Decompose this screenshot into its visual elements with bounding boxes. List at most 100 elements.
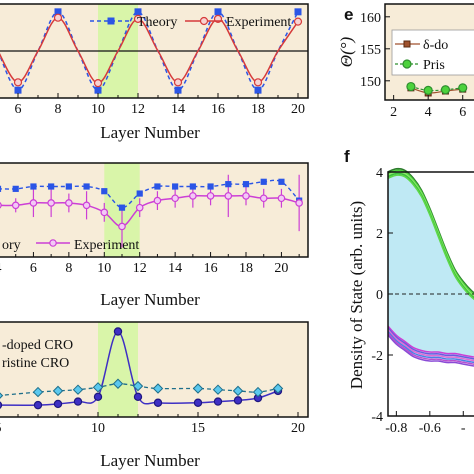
- experiment-point: [82, 201, 91, 210]
- y-tick-label: 0: [376, 288, 383, 303]
- x-tick-label: 10: [91, 102, 105, 117]
- x-tick-label: 6: [459, 105, 466, 120]
- theory-point: [0, 185, 2, 192]
- x-tick-label: 18: [239, 261, 253, 276]
- lower-dos-curve: [387, 332, 474, 365]
- legend-doped-label: -doped CRO: [2, 338, 73, 353]
- x-tick-label: 12: [131, 102, 145, 117]
- theory-point: [154, 183, 161, 190]
- x-tick-label: 6: [15, 102, 22, 117]
- y-tick-label: 160: [360, 11, 381, 26]
- doped-point: [233, 396, 243, 405]
- y-tick-label: 155: [360, 43, 381, 58]
- experiment-line: [0, 16, 299, 84]
- theory-point: [242, 181, 250, 188]
- pristine-point: [152, 383, 164, 394]
- x-tick-label: 8: [65, 261, 72, 276]
- theory-point: [48, 183, 55, 190]
- theory-point: [14, 86, 22, 94]
- plot-frame: [0, 3, 309, 99]
- dos-area: [388, 171, 474, 362]
- doped-point: [213, 397, 223, 406]
- experiment-point: [189, 192, 197, 200]
- doped-point: [33, 400, 43, 410]
- x-tick-label: 20: [274, 261, 288, 276]
- doped-point: [53, 399, 63, 409]
- experiment-point: [277, 194, 286, 203]
- theory-point: [278, 178, 285, 185]
- x-axis-label: Layer Number: [100, 123, 200, 142]
- theory-point: [172, 183, 179, 190]
- x-axis-label: Layer Number: [100, 290, 200, 309]
- theory-point: [207, 183, 214, 190]
- pristine-point: [252, 386, 264, 398]
- panel-label-f: f: [344, 147, 350, 166]
- x-tick-label: -0.6: [419, 421, 441, 436]
- experiment-point: [93, 79, 103, 88]
- pristine-point: [112, 378, 124, 389]
- plot-frame: [0, 321, 309, 418]
- x-tick-label: 16: [204, 261, 218, 276]
- legend-experiment-marker: [199, 16, 209, 26]
- experiment-point: [133, 14, 143, 23]
- theory-point: [189, 183, 196, 190]
- theory-point: [136, 190, 143, 197]
- experiment-point: [224, 192, 233, 200]
- experiment-point: [293, 17, 303, 26]
- x-tick-label: 14: [168, 261, 182, 276]
- legend-experiment-label: Experiment: [74, 238, 139, 253]
- x-tick-label: 4: [0, 261, 2, 276]
- lower-dos-curve: [387, 334, 474, 367]
- lower-dos-curve: [387, 329, 474, 362]
- theory-line: [0, 11, 299, 91]
- experiment-point: [29, 199, 38, 207]
- theory-point: [294, 8, 302, 16]
- experiment-point: [118, 222, 126, 231]
- x-tick-label: 20: [291, 102, 305, 117]
- experiment-point: [171, 194, 179, 203]
- experiment-point: [206, 192, 215, 200]
- y-tick-label: 150: [360, 75, 381, 90]
- doped-point: [113, 327, 123, 336]
- pristine-point: [458, 83, 468, 93]
- x-tick-label: 14: [171, 102, 185, 117]
- theory-point: [12, 185, 19, 192]
- lower-dos-curve: [387, 325, 474, 358]
- theory-point: [134, 8, 142, 16]
- experiment-point: [53, 13, 63, 22]
- x-tick-label: 6: [30, 261, 37, 276]
- x-tick-label: 8: [55, 102, 62, 117]
- plot-frame: [387, 171, 474, 417]
- pristine-point: [423, 85, 433, 96]
- theory-point: [30, 183, 37, 190]
- upper-dos-curve: [387, 174, 474, 301]
- pristine-point: [52, 385, 64, 397]
- doped-point: [93, 392, 103, 402]
- panel-label-e: e: [344, 5, 353, 24]
- experiment-point: [100, 208, 109, 217]
- legend-doped-marker: [403, 40, 411, 48]
- theory-point: [94, 86, 102, 94]
- experiment-point: [242, 192, 250, 200]
- x-tick-label: 12: [133, 261, 147, 276]
- pristine-line: [410, 85, 463, 92]
- x-tick-label: 10: [91, 421, 105, 436]
- doped-point: [73, 397, 83, 406]
- theory-point: [225, 181, 232, 188]
- experiment-point: [0, 202, 2, 209]
- experiment-point: [65, 199, 73, 207]
- y-axis-label: Density of State (arb. units): [347, 201, 366, 389]
- doped-point: [193, 398, 203, 407]
- y-axis-label: Θ(°): [337, 36, 356, 67]
- doped-point: [0, 401, 3, 409]
- plot-frame: [0, 162, 309, 258]
- highlight-band: [98, 322, 138, 417]
- experiment-point: [153, 196, 162, 205]
- x-tick-label: -0.8: [385, 421, 407, 436]
- lower-dos-curve: [387, 330, 474, 364]
- legend-experiment-label: Experiment: [226, 15, 291, 30]
- theory-point: [174, 86, 182, 94]
- legend-experiment-marker: [49, 239, 57, 247]
- experiment-point: [47, 199, 55, 207]
- pristine-point: [92, 382, 104, 393]
